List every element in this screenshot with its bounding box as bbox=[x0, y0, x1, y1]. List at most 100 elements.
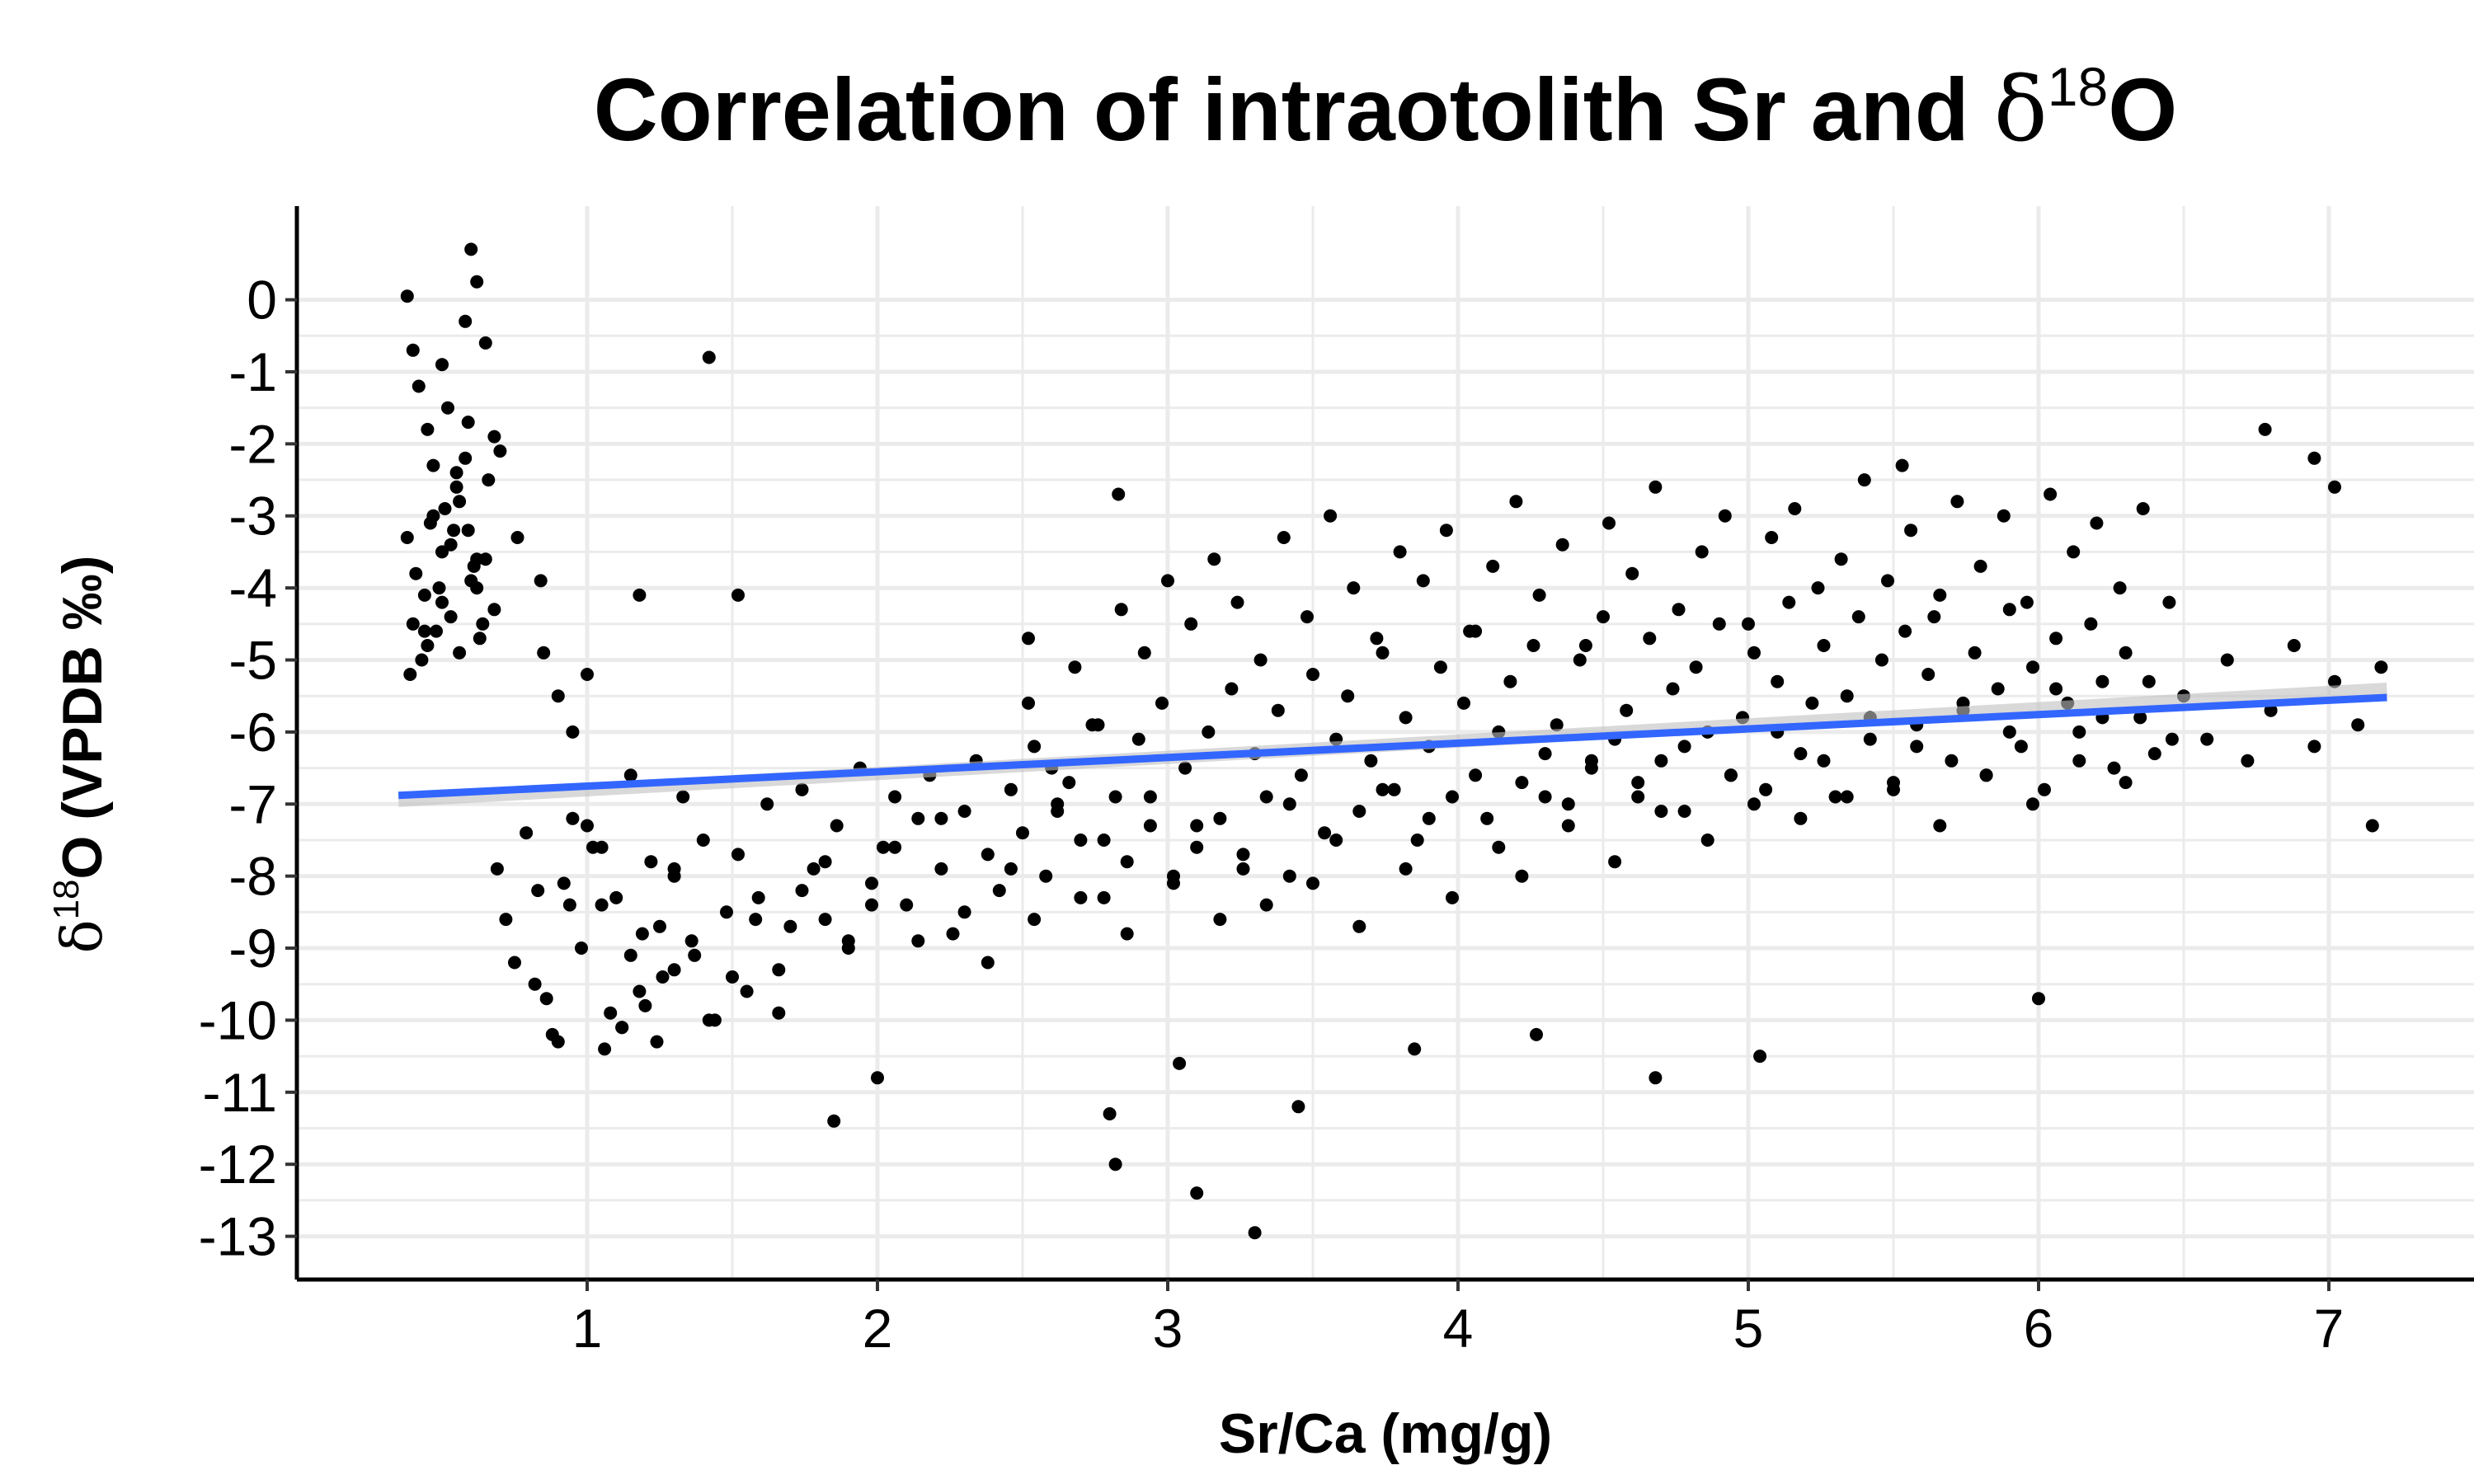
data-point bbox=[400, 289, 414, 303]
data-point bbox=[1991, 682, 2005, 696]
axes bbox=[294, 206, 2474, 1282]
data-point bbox=[400, 531, 414, 544]
data-point bbox=[900, 898, 914, 912]
data-point bbox=[1103, 1107, 1117, 1120]
data-point bbox=[412, 379, 426, 393]
data-point bbox=[676, 790, 690, 804]
data-point bbox=[827, 1114, 841, 1128]
data-point bbox=[1112, 487, 1126, 501]
data-point bbox=[1851, 610, 1865, 624]
data-point bbox=[1515, 776, 1529, 790]
data-point bbox=[470, 552, 484, 566]
data-point bbox=[1393, 545, 1407, 559]
data-point bbox=[1347, 581, 1361, 595]
data-point bbox=[1724, 768, 1738, 782]
x-tick-label: 4 bbox=[1443, 1298, 1474, 1359]
data-point bbox=[751, 890, 765, 904]
data-point bbox=[957, 905, 971, 919]
data-point bbox=[2133, 711, 2147, 725]
x-tick-label: 3 bbox=[1153, 1298, 1183, 1359]
data-point bbox=[421, 422, 435, 436]
data-point bbox=[2287, 639, 2301, 652]
data-point bbox=[1161, 574, 1174, 588]
data-point bbox=[557, 876, 571, 890]
data-point bbox=[1933, 588, 1947, 602]
data-point bbox=[2119, 646, 2133, 660]
data-point bbox=[1190, 1186, 1204, 1200]
data-point bbox=[487, 430, 501, 444]
data-point bbox=[638, 998, 652, 1012]
y-tick-label: -5 bbox=[228, 630, 277, 691]
data-point bbox=[633, 588, 647, 602]
data-point bbox=[1167, 869, 1180, 883]
data-point bbox=[1236, 848, 1250, 862]
data-point bbox=[795, 884, 809, 898]
data-point bbox=[2072, 754, 2086, 768]
data-point bbox=[1173, 1056, 1187, 1070]
data-point bbox=[1131, 732, 1145, 746]
data-point bbox=[1526, 639, 1540, 652]
data-point bbox=[2258, 422, 2272, 436]
data-point bbox=[2147, 747, 2161, 761]
data-point bbox=[421, 639, 435, 652]
data-point bbox=[2162, 595, 2176, 609]
data-point bbox=[453, 495, 467, 509]
trend-line-group bbox=[397, 682, 2387, 807]
data-point bbox=[1074, 834, 1088, 847]
data-point bbox=[551, 689, 565, 703]
data-point bbox=[487, 603, 501, 617]
data-point bbox=[1811, 581, 1825, 595]
data-point bbox=[476, 617, 490, 631]
y-tick-label: -6 bbox=[228, 702, 277, 763]
data-point bbox=[470, 275, 484, 289]
data-point bbox=[1840, 790, 1854, 804]
data-point bbox=[1207, 552, 1221, 566]
data-point bbox=[1213, 811, 1227, 825]
data-point bbox=[1602, 516, 1616, 530]
data-point bbox=[1817, 754, 1831, 768]
chart-title: Correlation of intraotolith Sr and δ18O bbox=[594, 56, 2177, 162]
data-points bbox=[400, 242, 2388, 1240]
data-point bbox=[1190, 840, 1204, 854]
data-point bbox=[430, 624, 443, 638]
data-point bbox=[1997, 509, 2011, 523]
data-point bbox=[1834, 552, 1848, 566]
data-point bbox=[417, 588, 431, 602]
data-point bbox=[2365, 819, 2379, 833]
data-point bbox=[1039, 869, 1053, 883]
data-point bbox=[1213, 913, 1227, 927]
data-point bbox=[656, 970, 670, 984]
data-point bbox=[406, 617, 420, 631]
data-point bbox=[818, 855, 832, 869]
data-point bbox=[1910, 740, 1924, 754]
data-point bbox=[1817, 639, 1831, 652]
data-point bbox=[1074, 890, 1088, 904]
data-point bbox=[1620, 703, 1634, 717]
data-point bbox=[2032, 992, 2045, 1006]
y-tick-label: -10 bbox=[199, 989, 277, 1050]
data-point bbox=[1422, 811, 1436, 825]
data-point bbox=[2067, 545, 2081, 559]
data-point bbox=[1608, 855, 1622, 869]
data-point bbox=[499, 913, 513, 927]
data-point bbox=[1190, 819, 1204, 833]
data-point bbox=[1068, 660, 1082, 674]
data-point bbox=[1446, 890, 1459, 904]
data-point bbox=[1324, 509, 1338, 523]
data-point bbox=[1486, 559, 1500, 573]
data-point bbox=[1114, 603, 1128, 617]
y-tick-label: -2 bbox=[228, 413, 277, 474]
y-tick-label: 0 bbox=[247, 270, 277, 331]
data-point bbox=[1968, 646, 1982, 660]
data-point bbox=[888, 840, 902, 854]
data-point bbox=[731, 588, 745, 602]
data-point bbox=[1184, 617, 1198, 631]
data-point bbox=[1840, 689, 1854, 703]
data-point bbox=[537, 646, 551, 660]
x-tick-label: 1 bbox=[572, 1298, 603, 1359]
data-point bbox=[1927, 610, 1941, 624]
data-point bbox=[1259, 790, 1273, 804]
data-point bbox=[1654, 805, 1668, 818]
data-point bbox=[667, 963, 681, 977]
